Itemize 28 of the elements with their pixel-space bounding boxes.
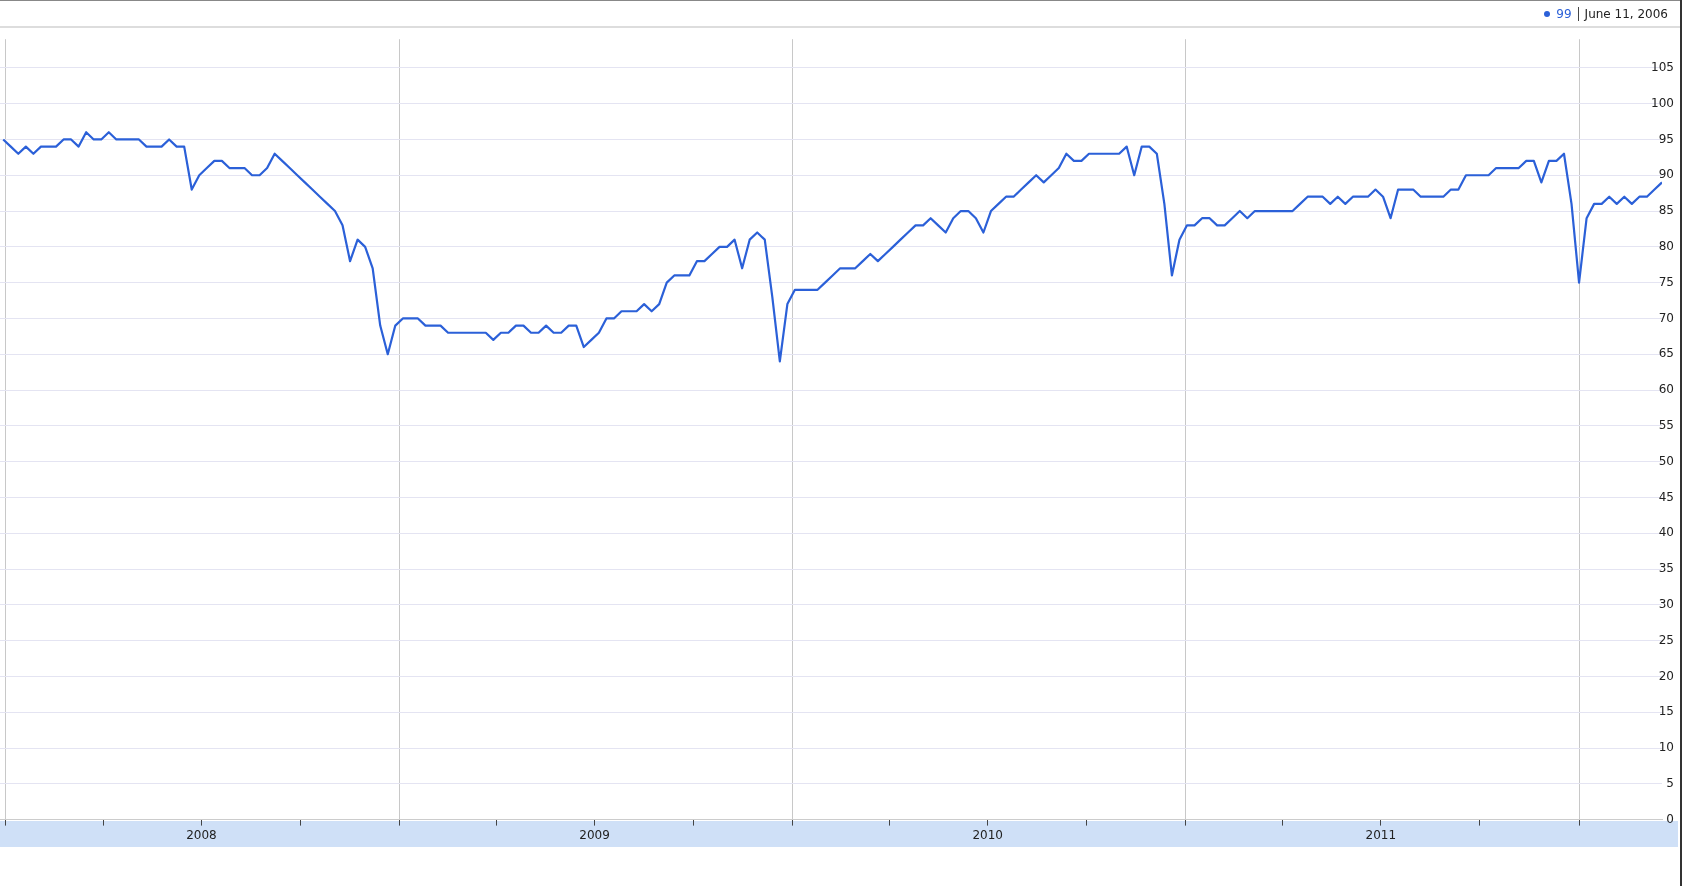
x-tick-label: 2011 [1365,827,1397,842]
y-tick-label: 25 [1658,632,1674,647]
y-tick-label: 90 [1658,167,1674,182]
y-tick-label: 55 [1658,417,1674,432]
y-tick-label: 95 [1658,131,1674,146]
text: 99 [1556,6,1572,21]
y-tick-label: 45 [1658,489,1674,504]
y-tick-label: 60 [1658,382,1674,397]
y-tick-label: 80 [1658,238,1674,253]
y-tick-label: 35 [1658,561,1674,576]
y-tick-label: 0 [1666,811,1674,826]
y-tick-label: 15 [1658,704,1674,719]
x-tick-label: 2009 [579,827,610,842]
y-tick-label: 70 [1658,310,1674,325]
y-tick-label: 5 [1666,775,1674,790]
y-tick-label: 65 [1658,346,1674,361]
x-tick-label: 2010 [972,827,1003,842]
y-tick-label: 30 [1658,596,1674,611]
y-tick-label: 50 [1658,453,1674,468]
y-tick-label: 75 [1658,274,1674,289]
text: June 11, 2006 [1584,6,1668,21]
y-tick-label: 40 [1658,525,1674,540]
y-tick-label: 100 [1651,95,1674,110]
y-tick-label: 20 [1658,668,1674,683]
y-tick-label: 105 [1651,59,1674,74]
y-tick-label: 10 [1658,740,1674,755]
x-tick-label: 2008 [186,827,217,842]
y-tick-label: 85 [1658,203,1674,218]
